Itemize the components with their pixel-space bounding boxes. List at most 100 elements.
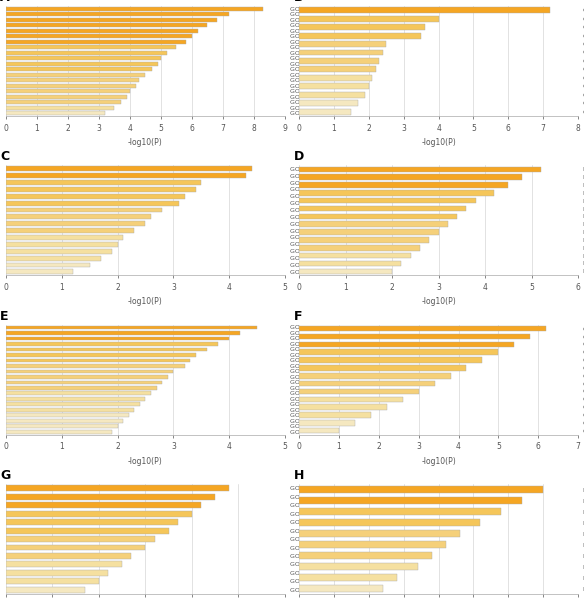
Bar [6, 214, 151, 219]
Bar [6, 502, 201, 508]
Bar [6, 391, 151, 395]
Bar [299, 214, 457, 219]
Bar [299, 75, 372, 81]
Bar [6, 235, 123, 240]
Bar [6, 100, 121, 104]
Bar [6, 180, 201, 185]
Bar [6, 56, 161, 60]
Bar [299, 58, 379, 64]
Bar [299, 32, 421, 38]
Bar [299, 190, 495, 196]
Bar [299, 109, 352, 115]
Bar [6, 494, 215, 500]
Bar [299, 358, 482, 363]
Bar [299, 326, 546, 331]
Bar [6, 111, 105, 115]
Bar [299, 253, 411, 259]
X-axis label: -log10(P): -log10(P) [128, 457, 163, 466]
Bar [6, 553, 131, 559]
Text: C: C [0, 150, 9, 163]
Text: E: E [0, 310, 9, 323]
Bar [299, 508, 502, 515]
Bar [6, 73, 145, 77]
Bar [6, 51, 167, 55]
Bar [6, 34, 192, 38]
Bar [299, 100, 359, 106]
Bar [6, 242, 117, 247]
Bar [299, 365, 467, 371]
Bar [6, 89, 130, 93]
Bar [6, 337, 229, 340]
Bar [299, 584, 383, 592]
Bar [299, 497, 522, 505]
Bar [299, 334, 530, 339]
Bar [299, 198, 476, 203]
Bar [6, 62, 158, 65]
Bar [299, 519, 481, 526]
Bar [299, 373, 450, 379]
Bar [6, 78, 139, 82]
Bar [6, 587, 85, 593]
Bar [299, 206, 467, 211]
Bar [6, 256, 101, 260]
Bar [6, 342, 218, 346]
Bar [299, 229, 439, 235]
Bar [6, 221, 145, 226]
Bar [6, 403, 140, 406]
Bar [6, 419, 123, 423]
Bar [6, 23, 207, 27]
Text: A: A [0, 0, 10, 4]
Bar [299, 420, 355, 425]
Bar [6, 7, 263, 11]
Bar [6, 201, 179, 206]
Bar [299, 67, 376, 73]
Text: G: G [0, 469, 11, 482]
Bar [6, 326, 257, 329]
Bar [299, 341, 515, 347]
Bar [6, 249, 112, 254]
Bar [6, 208, 162, 212]
Bar [299, 83, 369, 89]
Bar [6, 187, 196, 192]
Bar [6, 578, 99, 584]
Bar [6, 519, 178, 525]
Bar [299, 397, 403, 402]
Bar [6, 95, 127, 98]
Bar [6, 375, 168, 379]
Bar [299, 412, 371, 418]
Text: B: B [293, 0, 303, 4]
Bar [6, 562, 122, 568]
Bar [299, 349, 498, 355]
Bar [6, 194, 185, 199]
Bar [299, 182, 508, 188]
X-axis label: -log10(P): -log10(P) [128, 138, 163, 147]
Bar [299, 541, 446, 548]
Bar [299, 167, 541, 172]
X-axis label: -log10(P): -log10(P) [128, 298, 163, 307]
Bar [299, 381, 434, 386]
Bar [6, 228, 134, 233]
X-axis label: -log10(P): -log10(P) [421, 138, 456, 147]
Bar [299, 237, 429, 242]
Bar [6, 84, 136, 88]
Bar [6, 40, 186, 44]
Bar [299, 16, 439, 22]
X-axis label: -log10(P): -log10(P) [421, 457, 456, 466]
Bar [6, 364, 185, 368]
Bar [6, 397, 145, 401]
Bar [6, 67, 152, 71]
Bar [299, 41, 386, 47]
Bar [6, 430, 112, 434]
Bar [299, 245, 420, 251]
Bar [6, 18, 217, 22]
Bar [6, 380, 162, 385]
Bar [6, 485, 229, 491]
Bar [299, 486, 543, 493]
Bar [6, 45, 176, 49]
Bar [6, 173, 246, 178]
Bar [299, 530, 460, 538]
Bar [6, 353, 196, 357]
Bar [6, 511, 192, 517]
Bar [299, 574, 397, 581]
Bar [6, 106, 114, 110]
